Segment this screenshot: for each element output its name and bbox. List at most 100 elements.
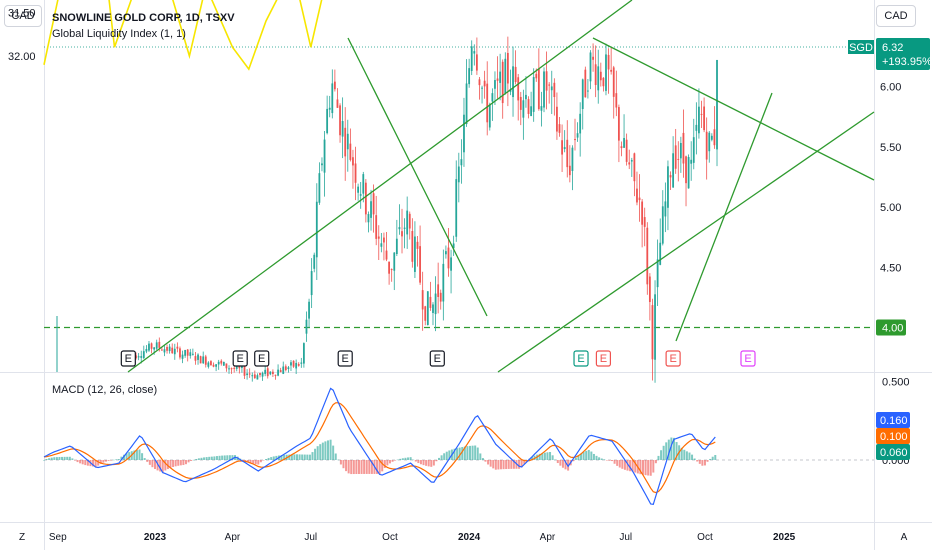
macd-hist-bar <box>48 458 51 460</box>
candle-body <box>648 276 651 303</box>
candle-body <box>514 66 517 83</box>
candle-body <box>690 159 693 164</box>
macd-hist-bar <box>541 453 544 460</box>
earnings-marker <box>232 350 248 367</box>
macd-hist-bar <box>133 450 136 460</box>
macd-hist-bar <box>259 460 262 463</box>
candle-body <box>398 227 401 230</box>
macd-hist-bar <box>99 460 102 464</box>
candle-body <box>460 159 463 166</box>
candle-body <box>566 139 569 168</box>
candle-body <box>478 79 481 86</box>
candle-body <box>150 343 153 349</box>
candle-body <box>160 349 163 351</box>
price-pane-bg <box>44 0 875 372</box>
macd-hist-bar <box>117 459 120 460</box>
macd-hist-bar <box>184 460 187 465</box>
candle-body <box>512 66 514 98</box>
macd-hist-bar <box>561 460 564 468</box>
candle-body <box>197 354 199 360</box>
candle-body <box>411 230 414 262</box>
candle-body <box>372 193 375 215</box>
candle-body <box>305 319 308 334</box>
candle-body <box>401 231 403 237</box>
macd-macd-tag-bg <box>876 412 910 428</box>
candle-body <box>599 71 602 81</box>
macd-hist-bar <box>283 454 286 460</box>
candle-body <box>589 52 592 82</box>
macd-hist-bar <box>709 458 712 460</box>
candle-body <box>323 139 326 173</box>
earnings-marker-label: E <box>342 353 349 365</box>
macd-hist-bar <box>368 460 371 474</box>
macd-hist-bar <box>179 460 182 466</box>
left-currency-button[interactable]: CAD <box>4 5 42 27</box>
macd-hist-bar <box>115 459 118 460</box>
candle-body <box>605 54 607 91</box>
macd-hist-bar <box>288 454 291 460</box>
macd-hist-bar <box>445 451 448 460</box>
symbol-title: SNOWLINE GOLD CORP, 1D, TSXV <box>52 12 235 24</box>
macd-hist-bar <box>608 460 611 461</box>
candle-body <box>563 147 566 149</box>
sgd-tag-bg <box>848 40 874 54</box>
macd-hist-bar <box>308 454 311 460</box>
candle-body <box>142 351 145 358</box>
macd-hist-bar <box>135 449 138 460</box>
candle-body <box>173 348 176 355</box>
candle-body <box>346 133 349 150</box>
macd-hist-bar <box>301 454 304 460</box>
candle-body <box>264 369 267 374</box>
candle-body <box>545 71 548 91</box>
candle-body <box>163 349 166 353</box>
macd-hist-bar <box>311 452 314 460</box>
macd-hist-bar <box>585 450 588 460</box>
macd-hist-bar <box>582 452 585 460</box>
candle-body <box>421 290 424 310</box>
macd-hist-bar <box>518 460 521 469</box>
candle-body <box>148 343 150 351</box>
macd-hist-bar <box>76 460 79 463</box>
macd-hist-bar <box>590 451 593 460</box>
macd-hist-bar <box>399 458 402 460</box>
macd-hist-bar <box>350 460 353 475</box>
trendline <box>592 37 875 181</box>
macd-hist-bar <box>357 460 360 474</box>
earnings-marker <box>740 350 756 367</box>
macd-hist-bar <box>626 460 629 471</box>
candle-body <box>475 54 478 71</box>
macd-hist-bar <box>512 460 515 469</box>
candle-body <box>186 349 189 356</box>
macd-hist-bar <box>296 454 299 460</box>
right-currency-button[interactable]: CAD <box>876 5 916 27</box>
macd-hist-bar <box>94 460 97 467</box>
macd-hist-bar <box>603 459 606 460</box>
candle-body <box>473 51 476 54</box>
macd-hist-bar <box>685 451 688 460</box>
macd-hist-bar <box>572 460 575 462</box>
candle-body <box>300 362 303 364</box>
macd-hist-bar <box>53 457 56 460</box>
macd-hist-bar <box>159 460 162 472</box>
earnings-marker-label: E <box>577 353 584 365</box>
candle-body <box>700 113 703 115</box>
trendlines <box>127 0 875 373</box>
support-level-label: 4.00 <box>882 323 903 335</box>
macd-hist-bar <box>417 460 420 464</box>
candle-body <box>333 81 336 90</box>
macd-hist-bar <box>42 460 45 461</box>
macd-hist-bar <box>647 460 650 476</box>
macd-hist-bar <box>79 460 82 464</box>
date-axis-tick: 2023 <box>144 532 167 543</box>
macd-hist-bar <box>605 460 608 461</box>
macd-hist-bar <box>182 460 185 466</box>
macd-hist-bar <box>435 460 438 462</box>
candle-body <box>437 284 440 297</box>
macd-hist-bar <box>197 458 200 460</box>
candle-body <box>290 362 292 366</box>
macd-hist-bar <box>110 460 113 461</box>
candle-body <box>256 375 259 380</box>
candle-body <box>519 96 522 110</box>
candle-body <box>429 296 432 308</box>
